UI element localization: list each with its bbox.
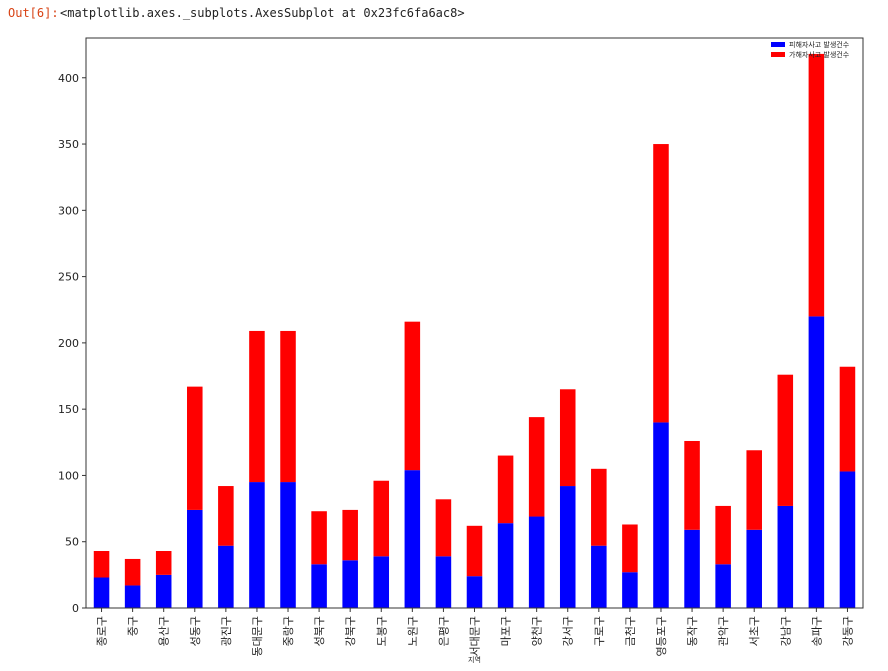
bar-offender-2 xyxy=(155,551,172,575)
x-tick-label: 용산구 xyxy=(158,616,171,646)
y-tick-label: 400 xyxy=(58,72,79,85)
x-tick-label: 성북구 xyxy=(313,616,326,646)
bar-offender-12 xyxy=(466,525,483,577)
bar-offender-23 xyxy=(808,53,825,317)
y-tick-label: 50 xyxy=(65,536,79,549)
legend-label-0: 피해자사고 발생건수 xyxy=(789,40,850,49)
bar-victim-8 xyxy=(342,560,358,608)
x-tick-label: 성동구 xyxy=(189,616,202,646)
bar-victim-7 xyxy=(311,564,327,608)
x-tick-label: 도봉구 xyxy=(375,616,388,646)
bar-offender-11 xyxy=(435,499,452,557)
x-tick-label: 중구 xyxy=(127,616,140,636)
bar-victim-3 xyxy=(187,509,203,608)
x-tick-label: 은평구 xyxy=(437,616,450,646)
bar-offender-18 xyxy=(653,144,669,423)
bar-victim-9 xyxy=(373,556,390,608)
bar-offender-9 xyxy=(373,480,390,557)
output-prompt: Out[6]: xyxy=(8,6,59,20)
bar-victim-19 xyxy=(684,529,700,608)
x-axis-label: 지역 xyxy=(468,655,481,664)
output-repr: <matplotlib.axes._subplots.AxesSubplot a… xyxy=(60,6,465,20)
x-tick-label: 동작구 xyxy=(686,616,699,646)
bar-victim-11 xyxy=(435,556,452,608)
x-tick-label: 강남구 xyxy=(779,616,792,646)
bar-victim-6 xyxy=(280,482,296,608)
y-tick-label: 0 xyxy=(72,602,79,615)
y-tick-label: 350 xyxy=(58,138,79,151)
x-axis: 종로구 중구 용산구 성동구 광진구 동대문구 중랑구 성북구 강북구 도봉구 노원구 은평구 서대문구… xyxy=(96,608,854,656)
x-tick-label: 광진구 xyxy=(220,616,233,646)
legend-swatch-0 xyxy=(771,42,785,47)
bar-offender-10 xyxy=(404,321,421,471)
bar-victim-16 xyxy=(591,545,607,608)
bar-offender-21 xyxy=(746,450,762,530)
bar-offender-8 xyxy=(342,509,358,561)
axes-frame xyxy=(85,37,864,609)
x-tick-label: 구로구 xyxy=(593,616,606,646)
x-tick-label: 관악구 xyxy=(717,616,730,646)
bar-offender-24 xyxy=(839,366,856,472)
x-tick-label: 중랑구 xyxy=(282,616,295,646)
x-tick-label: 노원구 xyxy=(406,616,419,646)
legend-label-1: 가해자사고 발생건수 xyxy=(789,50,850,59)
legend-swatch-1 xyxy=(771,52,785,57)
bar-victim-22 xyxy=(777,505,794,608)
output-cell-header: Out[6]: <matplotlib.axes._subplots.AxesS… xyxy=(8,4,465,22)
bar-offender-16 xyxy=(591,468,607,546)
bar-offender-17 xyxy=(622,524,638,573)
bar-victim-5 xyxy=(249,482,265,608)
bar-victim-4 xyxy=(218,545,234,608)
bar-victim-17 xyxy=(622,572,638,608)
x-tick-label: 동대문구 xyxy=(251,616,264,656)
y-tick-label: 100 xyxy=(58,469,79,482)
x-tick-label: 마포구 xyxy=(500,616,513,646)
y-tick-label: 150 xyxy=(58,403,79,416)
x-tick-label: 금천구 xyxy=(623,616,637,646)
bar-victim-18 xyxy=(653,422,669,608)
bar-offender-22 xyxy=(777,374,794,506)
bar-victim-20 xyxy=(715,564,731,608)
x-tick-label: 서초구 xyxy=(748,616,761,646)
bar-offender-4 xyxy=(218,486,234,546)
x-tick-label: 강서구 xyxy=(562,616,575,646)
bar-offender-14 xyxy=(528,417,545,517)
bar-victim-12 xyxy=(466,576,483,608)
bar-victim-24 xyxy=(839,471,856,608)
bar-victim-14 xyxy=(528,516,545,608)
bar-victim-10 xyxy=(404,470,421,608)
y-tick-label: 300 xyxy=(58,204,79,217)
x-tick-label: 강북구 xyxy=(344,616,357,646)
bar-victim-1 xyxy=(124,585,141,608)
bar-offender-15 xyxy=(559,389,576,487)
bar-victim-13 xyxy=(497,523,514,608)
bar-victim-15 xyxy=(559,486,576,608)
x-tick-label: 강동구 xyxy=(841,616,854,646)
x-tick-label: 양천구 xyxy=(530,616,544,646)
bar-offender-7 xyxy=(311,511,327,565)
bar-offender-13 xyxy=(497,455,514,524)
bar-offender-5 xyxy=(249,330,265,483)
x-tick-label: 송파구 xyxy=(810,616,823,646)
bar-victim-0 xyxy=(93,577,110,608)
x-tick-label: 영등포구 xyxy=(655,616,668,656)
bar-offender-6 xyxy=(280,330,296,483)
bar-victim-21 xyxy=(746,529,762,608)
bars-layer xyxy=(93,53,856,608)
bar-victim-23 xyxy=(808,316,825,608)
bar-victim-2 xyxy=(155,574,172,608)
bar-offender-19 xyxy=(684,440,700,530)
x-tick-label: 서대문구 xyxy=(469,616,482,656)
bar-offender-1 xyxy=(124,558,141,586)
x-tick-label: 종로구 xyxy=(96,616,109,646)
y-tick-label: 200 xyxy=(58,337,79,350)
bar-offender-20 xyxy=(715,505,731,565)
y-axis: 0 50 100 150 200 250 300 350 400 xyxy=(58,72,86,615)
bar-offender-3 xyxy=(187,386,203,510)
y-tick-label: 250 xyxy=(58,271,79,284)
bar-offender-0 xyxy=(93,551,110,578)
